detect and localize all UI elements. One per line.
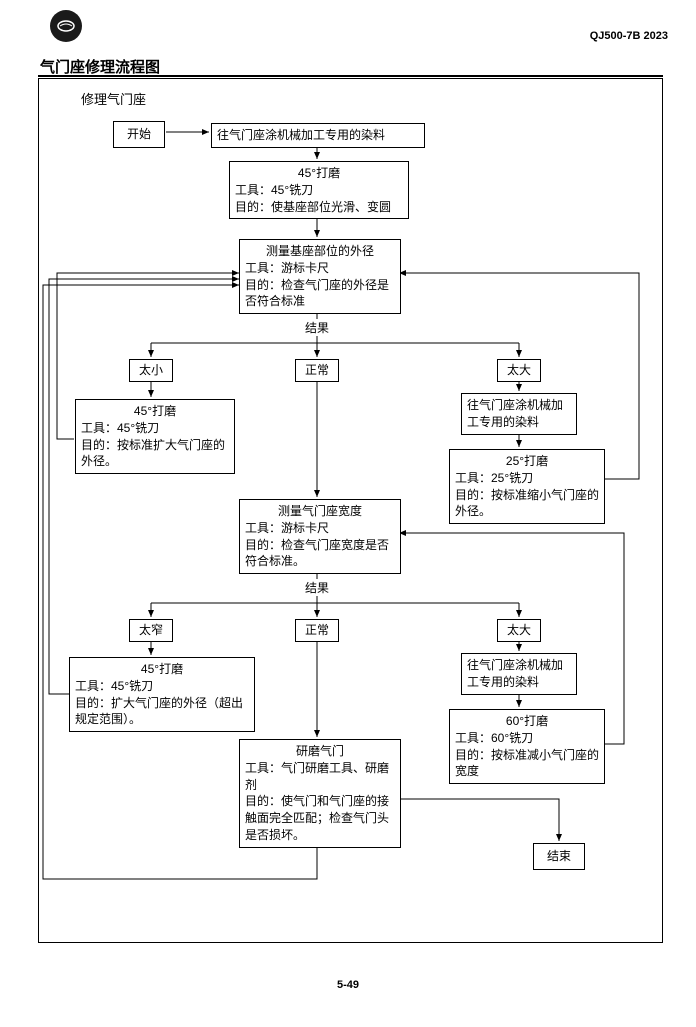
node-too-small: 太小	[129, 359, 173, 382]
node-grind25: 25°打磨 工具：25°铣刀 目的：按标准缩小气门座的外径。	[449, 449, 605, 524]
label-result-1: 结果	[303, 319, 331, 336]
label-result-2: 结果	[303, 579, 331, 596]
node-apply-dye-3: 往气门座涂机械加工专用的染料	[461, 653, 577, 695]
node-purpose: 目的：按标准缩小气门座的外径。	[455, 487, 599, 521]
node-tool: 工具：45°铣刀	[75, 678, 249, 695]
node-title: 测量气门座宽度	[245, 503, 395, 520]
node-measure-od: 测量基座部位的外径 工具：游标卡尺 目的：检查气门座的外径是否符合标准	[239, 239, 401, 314]
node-too-large-1: 太大	[497, 359, 541, 382]
brand-logo-icon	[50, 10, 82, 42]
node-title: 研磨气门	[245, 743, 395, 760]
node-purpose: 目的：使气门和气门座的接触面完全匹配；检查气门头是否损坏。	[245, 793, 395, 843]
node-title: 60°打磨	[455, 713, 599, 730]
node-measure-width: 测量气门座宽度 工具：游标卡尺 目的：检查气门座宽度是否符合标准。	[239, 499, 401, 574]
node-too-narrow: 太窄	[129, 619, 173, 642]
node-purpose: 目的：按标准扩大气门座的外径。	[81, 437, 229, 471]
node-normal-1: 正常	[295, 359, 339, 382]
node-too-large-2: 太大	[497, 619, 541, 642]
node-lap-valve: 研磨气门 工具：气门研磨工具、研磨剂 目的：使气门和气门座的接触面完全匹配；检查…	[239, 739, 401, 848]
title-underline	[38, 75, 663, 77]
node-tool: 工具：游标卡尺	[245, 260, 395, 277]
flowchart-frame: 修理气门座	[38, 78, 663, 943]
page-number: 5-49	[0, 979, 696, 991]
node-grind45-1: 45°打磨 工具：45°铣刀 目的：使基座部位光滑、变圆	[229, 161, 409, 219]
node-grind60: 60°打磨 工具：60°铣刀 目的：按标准减小气门座的宽度	[449, 709, 605, 784]
node-grind45-narrow: 45°打磨 工具：45°铣刀 目的：扩大气门座的外径（超出规定范围）。	[69, 657, 255, 732]
node-purpose: 目的：检查气门座的外径是否符合标准	[245, 277, 395, 311]
node-tool: 工具：45°铣刀	[235, 182, 403, 199]
node-purpose: 目的：扩大气门座的外径（超出规定范围）。	[75, 695, 249, 729]
page-title: 气门座修理流程图	[40, 56, 160, 77]
diagram-subtitle: 修理气门座	[81, 89, 146, 108]
node-tool: 工具：60°铣刀	[455, 730, 599, 747]
node-normal-2: 正常	[295, 619, 339, 642]
node-title: 45°打磨	[235, 165, 403, 182]
node-tool: 工具：气门研磨工具、研磨剂	[245, 760, 395, 794]
node-apply-dye-1: 往气门座涂机械加工专用的染料	[211, 123, 425, 148]
node-grind45-small: 45°打磨 工具：45°铣刀 目的：按标准扩大气门座的外径。	[75, 399, 235, 474]
node-tool: 工具：45°铣刀	[81, 420, 229, 437]
node-tool: 工具：游标卡尺	[245, 520, 395, 537]
node-title: 45°打磨	[81, 403, 229, 420]
node-purpose: 目的：使基座部位光滑、变圆	[235, 199, 403, 216]
node-title: 测量基座部位的外径	[245, 243, 395, 260]
node-apply-dye-2: 往气门座涂机械加工专用的染料	[461, 393, 577, 435]
document-id: QJ500-7B 2023	[590, 30, 668, 42]
node-start: 开始	[113, 121, 165, 148]
node-purpose: 目的：按标准减小气门座的宽度	[455, 747, 599, 781]
node-title: 25°打磨	[455, 453, 599, 470]
node-title: 45°打磨	[75, 661, 249, 678]
node-tool: 工具：25°铣刀	[455, 470, 599, 487]
node-end: 结束	[533, 843, 585, 870]
node-purpose: 目的：检查气门座宽度是否符合标准。	[245, 537, 395, 571]
